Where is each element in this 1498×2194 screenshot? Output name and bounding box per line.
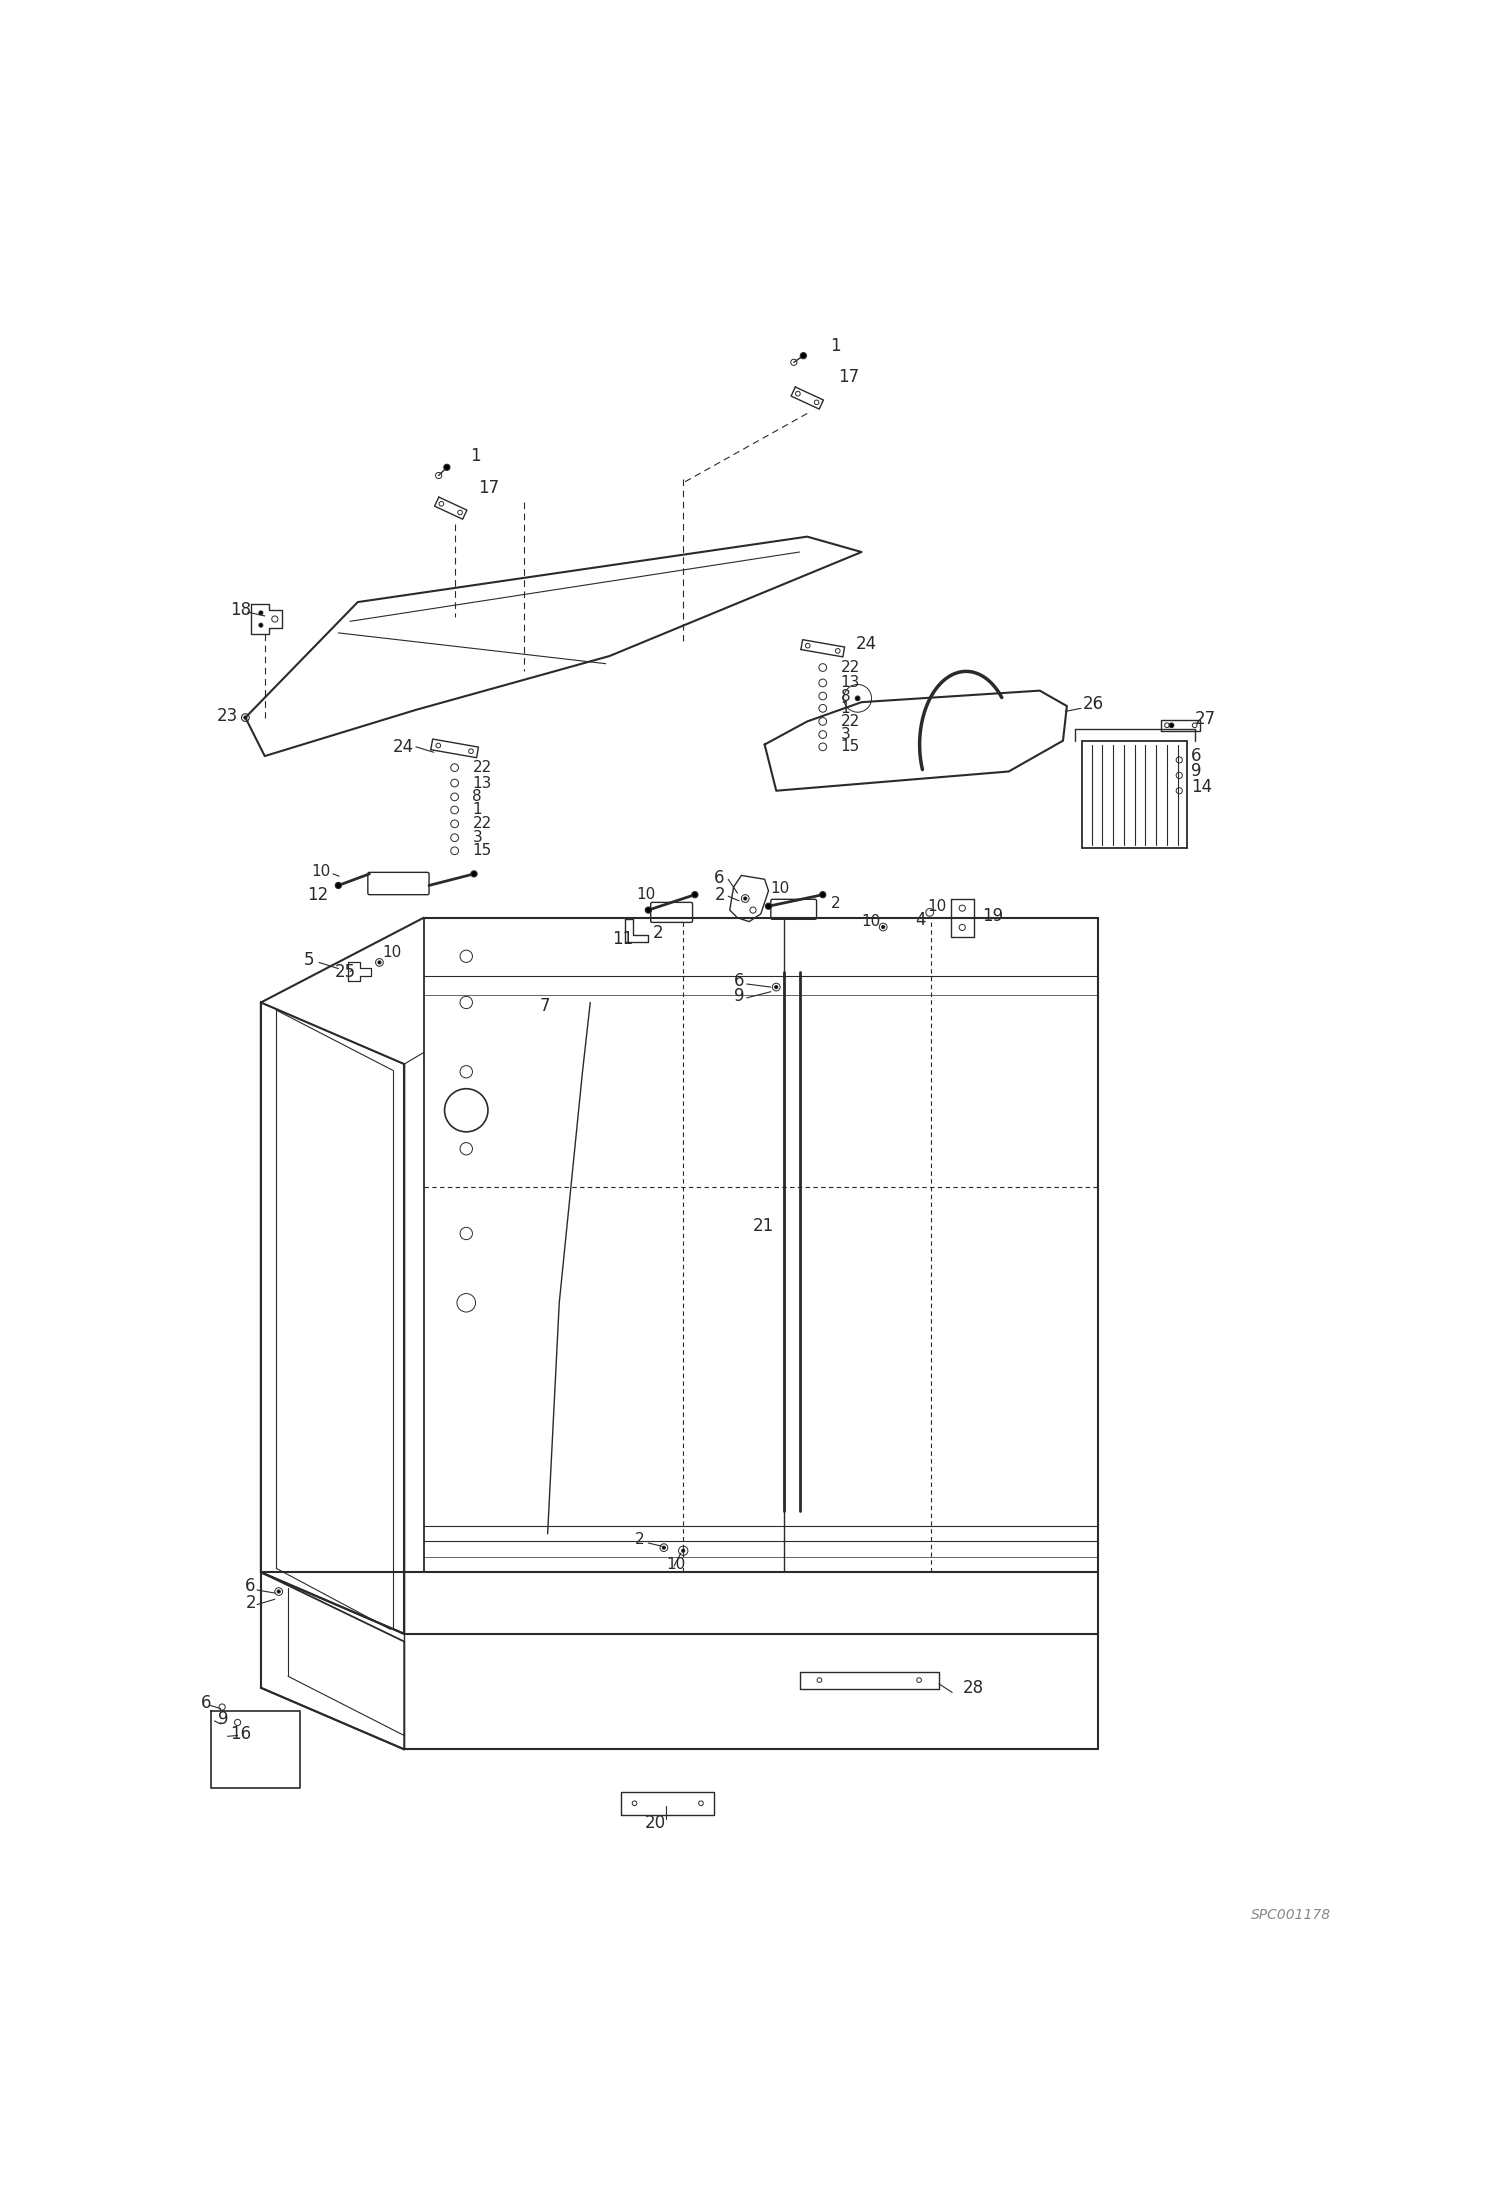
Text: 18: 18 xyxy=(229,601,252,619)
Text: 1: 1 xyxy=(830,338,840,355)
Text: 2: 2 xyxy=(830,897,840,911)
Text: SPC001178: SPC001178 xyxy=(1251,1909,1330,1922)
Circle shape xyxy=(855,695,860,700)
Text: 1: 1 xyxy=(840,700,851,715)
Text: 6: 6 xyxy=(246,1577,256,1595)
Circle shape xyxy=(882,926,885,928)
Circle shape xyxy=(277,1591,280,1593)
Text: 10: 10 xyxy=(861,915,881,928)
Text: 2: 2 xyxy=(246,1595,256,1613)
Text: 6: 6 xyxy=(201,1694,211,1711)
Text: 13: 13 xyxy=(472,774,491,790)
Text: 2: 2 xyxy=(635,1531,644,1547)
Circle shape xyxy=(682,1549,685,1553)
Text: 3: 3 xyxy=(472,829,482,845)
Text: 28: 28 xyxy=(962,1678,983,1696)
Text: 8: 8 xyxy=(472,790,482,805)
Text: 24: 24 xyxy=(392,737,413,757)
Text: 10: 10 xyxy=(770,882,789,895)
Text: 13: 13 xyxy=(840,676,860,691)
Text: 17: 17 xyxy=(839,369,860,386)
Text: 15: 15 xyxy=(840,739,860,755)
Text: 6: 6 xyxy=(715,869,725,886)
Text: 19: 19 xyxy=(981,908,1002,926)
Text: 12: 12 xyxy=(307,886,328,904)
Text: 15: 15 xyxy=(472,842,491,858)
Circle shape xyxy=(259,623,262,627)
Text: 14: 14 xyxy=(1191,779,1212,796)
Text: 27: 27 xyxy=(1195,711,1216,728)
Text: 26: 26 xyxy=(1083,695,1104,713)
Circle shape xyxy=(743,897,748,900)
Text: 2: 2 xyxy=(652,924,664,941)
Text: 11: 11 xyxy=(613,930,634,948)
Text: 9: 9 xyxy=(734,987,745,1005)
Text: 22: 22 xyxy=(472,759,491,774)
Circle shape xyxy=(819,891,825,897)
Text: 6: 6 xyxy=(734,972,745,989)
Text: 10: 10 xyxy=(637,886,656,902)
Text: 5: 5 xyxy=(304,952,315,970)
Text: 6: 6 xyxy=(1191,748,1201,766)
Circle shape xyxy=(259,610,262,614)
Text: 10: 10 xyxy=(927,900,947,913)
Text: 21: 21 xyxy=(753,1218,774,1235)
Circle shape xyxy=(646,906,652,913)
Text: 25: 25 xyxy=(334,963,355,981)
Text: 2: 2 xyxy=(715,886,725,904)
Text: 10: 10 xyxy=(382,946,401,961)
Text: 22: 22 xyxy=(840,713,860,728)
Circle shape xyxy=(443,465,449,470)
Circle shape xyxy=(765,904,771,908)
Circle shape xyxy=(692,891,698,897)
Text: 3: 3 xyxy=(840,726,851,742)
Text: 9: 9 xyxy=(1191,764,1201,781)
Text: 17: 17 xyxy=(478,478,499,498)
Text: 10: 10 xyxy=(667,1558,686,1573)
Text: 22: 22 xyxy=(472,816,491,832)
Circle shape xyxy=(662,1547,665,1549)
Text: 23: 23 xyxy=(217,706,238,724)
Text: 1: 1 xyxy=(470,448,481,465)
Text: 9: 9 xyxy=(219,1709,229,1727)
Circle shape xyxy=(336,882,342,889)
Text: 22: 22 xyxy=(840,660,860,676)
Circle shape xyxy=(470,871,476,878)
Text: 7: 7 xyxy=(539,998,550,1016)
Circle shape xyxy=(1168,724,1174,728)
Text: 4: 4 xyxy=(915,911,926,928)
Text: 8: 8 xyxy=(840,689,851,704)
Text: 10: 10 xyxy=(312,864,331,880)
Text: 24: 24 xyxy=(855,636,876,654)
Circle shape xyxy=(244,715,247,720)
Text: 1: 1 xyxy=(472,803,482,818)
Circle shape xyxy=(800,353,806,360)
Text: 20: 20 xyxy=(644,1814,665,1832)
Text: 16: 16 xyxy=(229,1724,252,1742)
Circle shape xyxy=(774,985,777,989)
Circle shape xyxy=(377,961,380,963)
